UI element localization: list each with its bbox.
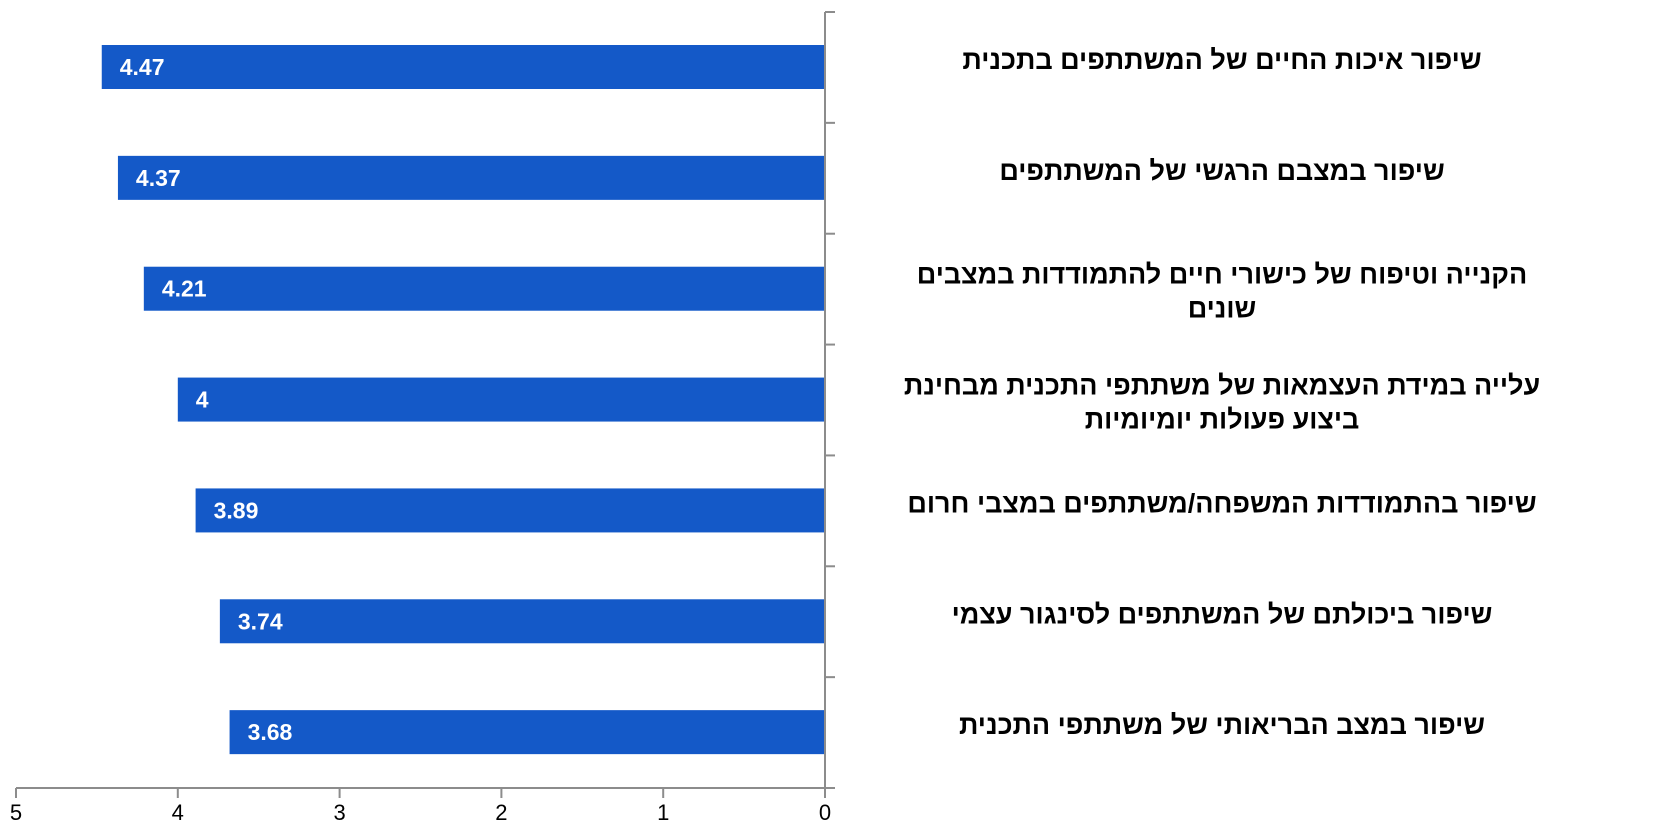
data-label: 4.47 (120, 54, 165, 80)
category-label: עלייה במידת העצמאות של משתתפי התכנית מבח… (904, 371, 1540, 401)
value-labels-layer: 4.47 4.37 4.21 4 3.89 3.74 3.68 (120, 54, 293, 745)
category-label: הקנייה וטיפוח של כישורי חיים להתמודדות ב… (917, 260, 1527, 290)
bar (101, 45, 825, 89)
bar (195, 488, 825, 533)
tick-label: 2 (495, 800, 507, 825)
bar (143, 266, 825, 311)
category-label: שיפור איכות החיים של המשתתפים בתכנית (962, 45, 1481, 75)
category-label: שיפור במצבם הרגשי של המשתתפים (999, 156, 1444, 186)
bar (177, 377, 826, 422)
tick-label: 0 (819, 800, 831, 825)
tick-label: 1 (657, 800, 669, 825)
bar (117, 155, 825, 200)
bar (219, 599, 826, 644)
axes-layer (16, 11, 835, 789)
category-label: שיפור בהתמודדות המשפחה/משתתפים במצבי חרו… (907, 488, 1536, 518)
tick-label: 3 (333, 800, 345, 825)
data-label: 3.74 (238, 608, 283, 634)
category-label: ביצוע פעולות יומיומיות (1085, 405, 1360, 435)
ticks-layer: 0 1 2 3 4 5 (10, 788, 831, 825)
data-label: 3.68 (248, 719, 293, 745)
tick-label: 4 (172, 800, 184, 825)
data-label: 4 (196, 387, 209, 413)
data-label: 3.89 (214, 497, 259, 523)
category-labels-layer: שיפור איכות החיים של המשתתפים בתכנית שיפו… (904, 45, 1540, 740)
bar (229, 710, 826, 755)
category-label: שיפור ביכולתם של המשתתפים לסינגור עצמי (952, 599, 1493, 629)
category-label: שיפור במצב הבריאותי של משתתפי התכנית (959, 710, 1485, 740)
category-label: שונים (1188, 294, 1257, 324)
bars-layer (101, 45, 826, 755)
data-label: 4.37 (136, 165, 181, 191)
data-label: 4.21 (162, 276, 207, 302)
tick-label: 5 (10, 800, 22, 825)
